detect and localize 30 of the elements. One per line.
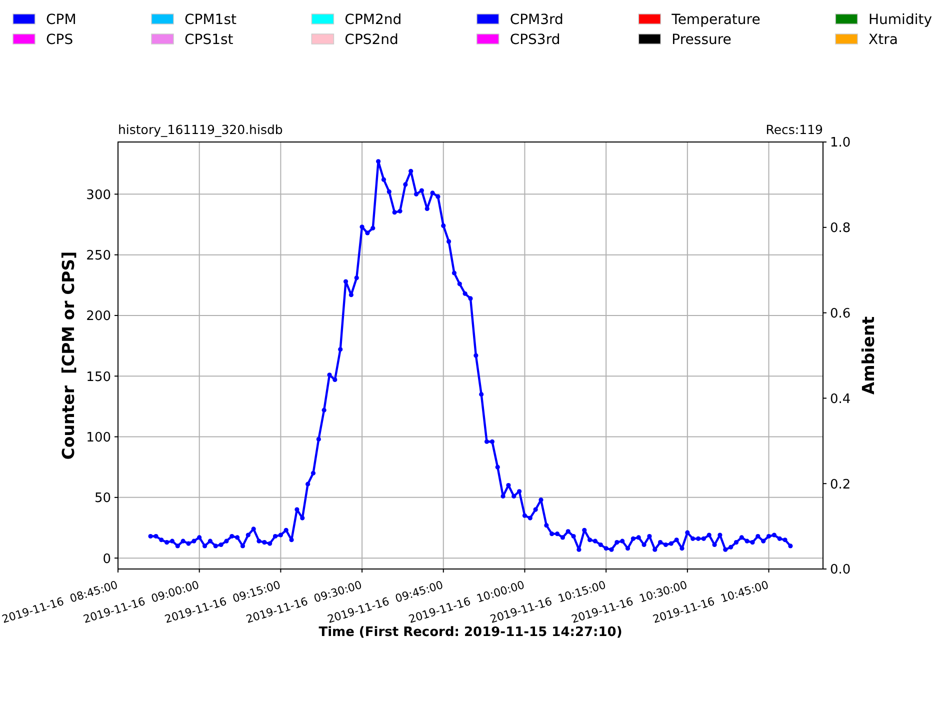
y-tick-label: 0 xyxy=(102,552,111,567)
y-tick-label: 150 xyxy=(86,370,111,385)
x-axis-title: Time (First Record: 2019-11-15 14:27:10) xyxy=(318,625,622,640)
y2-tick-label: 1.0 xyxy=(830,136,851,151)
legend-label: CPM3rd xyxy=(510,12,564,28)
legend-label: Pressure xyxy=(672,32,732,48)
legend-label: CPS3rd xyxy=(510,32,560,48)
chart-title: history_161119_320.hisdb xyxy=(118,122,283,137)
legend-label: CPS xyxy=(46,32,74,48)
legend-label: CPS1st xyxy=(184,32,234,48)
y2-tick-label: 0.0 xyxy=(830,562,851,578)
y-tick-label: 50 xyxy=(94,491,111,506)
y2-axis-title: Ambient xyxy=(859,316,878,395)
legend-label: CPM2nd xyxy=(344,12,402,28)
legend-label: Humidity xyxy=(868,12,932,28)
y2-tick-label: 0.8 xyxy=(830,221,851,236)
y-tick-label: 250 xyxy=(86,248,111,264)
legend-label: CPS2nd xyxy=(344,32,398,48)
y-tick-label: 100 xyxy=(86,430,111,446)
legend-label: CPM xyxy=(46,12,76,28)
y2-tick-label: 0.2 xyxy=(830,477,851,492)
y-tick-label: 200 xyxy=(86,309,111,324)
legend-label: Temperature xyxy=(670,12,760,28)
y-tick-label: 300 xyxy=(86,188,111,203)
y-axis-title: Counter [CPM or CPS] xyxy=(59,251,78,460)
y2-tick-label: 0.6 xyxy=(830,306,851,322)
legend-label: Xtra xyxy=(868,32,898,48)
y2-tick-label: 0.4 xyxy=(830,392,851,407)
legend-label: CPM1st xyxy=(184,12,237,28)
chart-subtitle: Recs:119 xyxy=(766,122,824,137)
